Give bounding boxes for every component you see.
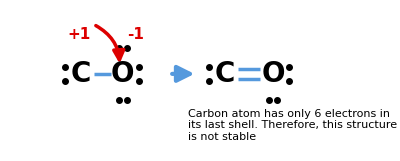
Text: +1: +1 [68,27,91,42]
Text: O: O [111,60,134,88]
Text: Carbon atom has only 6 electrons in
its last shell. Therefore, this structure
is: Carbon atom has only 6 electrons in its … [188,109,397,142]
Text: C: C [215,60,235,88]
Text: O: O [262,60,285,88]
Text: C: C [71,60,91,88]
Text: -1: -1 [127,27,144,42]
